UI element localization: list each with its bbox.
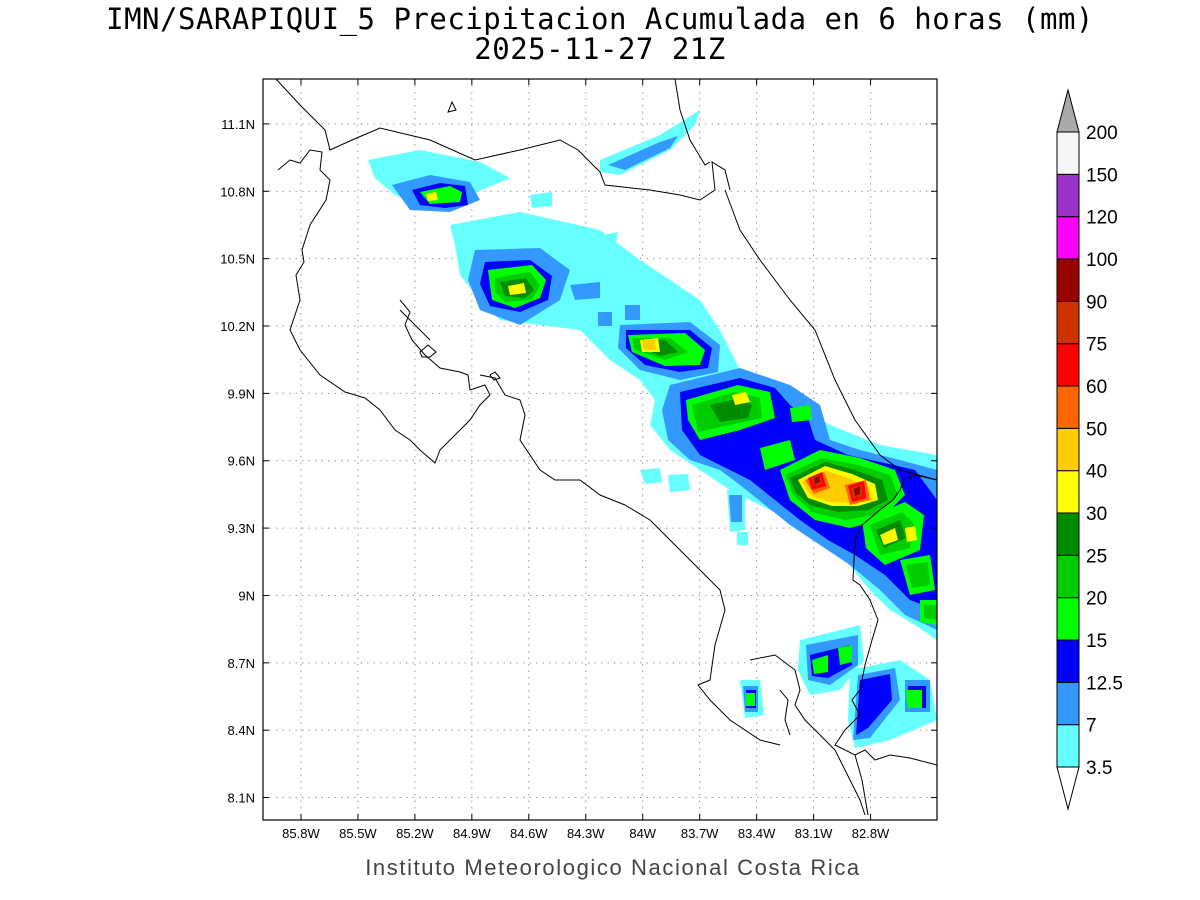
x-tick-label: 84.3W xyxy=(567,826,605,841)
x-tick-label: 84.6W xyxy=(510,826,548,841)
colorbar-swatch xyxy=(1056,724,1080,768)
colorbar-label: 75 xyxy=(1086,335,1107,356)
y-tick-label: 11.1N xyxy=(221,117,255,132)
precipitation-field xyxy=(368,110,937,748)
colorbar-label: 7 xyxy=(1086,716,1097,737)
coastline-borders xyxy=(275,79,937,816)
colorbar-swatch xyxy=(1056,216,1080,260)
y-tick-label: 9.9N xyxy=(228,386,255,401)
x-tick-label: 83.1W xyxy=(795,826,833,841)
colorbar-label: 3.5 xyxy=(1086,758,1112,779)
colorbar-label: 25 xyxy=(1086,546,1107,567)
colorbar-swatch xyxy=(1056,597,1080,641)
colorbar-swatch xyxy=(1056,131,1080,175)
colorbar-max-arrow xyxy=(1056,88,1080,133)
map-frame xyxy=(262,78,938,821)
footer-credit: Instituto Meteorologico Nacional Costa R… xyxy=(365,855,861,880)
longitude-labels: 85.8W 85.5W 85.2W 84.9W 84.6W 84.3W 84W 83.7W 83… xyxy=(282,826,890,841)
colorbar-swatch xyxy=(1056,258,1080,302)
x-tick-label: 83.4W xyxy=(738,826,776,841)
colorbar-label: 50 xyxy=(1086,419,1107,440)
x-tick-label: 82.8W xyxy=(852,826,890,841)
y-tick-label: 9N xyxy=(238,588,255,603)
colorbar-swatch xyxy=(1056,554,1080,599)
y-tick-label: 10.5N xyxy=(220,252,255,267)
y-tick-label: 9.6N xyxy=(228,454,255,469)
colorbar-label: 100 xyxy=(1086,250,1118,271)
y-tick-label: 9.3N xyxy=(228,521,255,536)
latitude-labels: 11.1N 10.8N 10.5N 10.2N 9.9N 9.6N 9.3N 9N 8.7N 8.… xyxy=(220,117,255,806)
colorbar-min-arrow xyxy=(1056,766,1080,811)
axis-ticks xyxy=(263,79,937,820)
colorbar-swatch xyxy=(1056,470,1080,514)
map-title: IMN/SARAPIQUI_5 Precipitacion Acumulada … xyxy=(106,2,1094,36)
colorbar-label: 20 xyxy=(1086,589,1107,610)
colorbar-label: 30 xyxy=(1086,504,1107,525)
colorbar-label: 40 xyxy=(1086,462,1107,483)
colorbar-label: 60 xyxy=(1086,377,1107,398)
x-tick-label: 85.2W xyxy=(396,826,434,841)
colorbar-label: 12.5 xyxy=(1086,673,1123,694)
colorbar-swatch xyxy=(1056,512,1080,556)
x-tick-label: 84W xyxy=(629,826,656,841)
colorbar-swatch xyxy=(1056,343,1080,387)
colorbar-swatch xyxy=(1056,173,1080,218)
colorbar-label: 90 xyxy=(1086,292,1107,313)
x-tick-label: 85.5W xyxy=(339,826,377,841)
x-tick-label: 83.7W xyxy=(681,826,719,841)
colorbar-label: 200 xyxy=(1086,123,1118,144)
colorbar-swatch xyxy=(1056,427,1080,472)
x-tick-label: 85.8W xyxy=(282,826,320,841)
x-tick-label: 84.9W xyxy=(453,826,491,841)
y-tick-label: 8.7N xyxy=(228,656,255,671)
colorbar-swatch xyxy=(1056,681,1080,726)
colorbar-swatch xyxy=(1056,385,1080,429)
colorbar-label: 15 xyxy=(1086,631,1107,652)
map-subtitle-date: 2025-11-27 21Z xyxy=(474,32,726,66)
y-tick-label: 10.2N xyxy=(220,319,255,334)
colorbar-swatch xyxy=(1056,639,1080,683)
colorbar-label: 120 xyxy=(1086,208,1118,229)
y-tick-label: 8.4N xyxy=(228,723,255,738)
colorbar-label: 150 xyxy=(1086,165,1118,186)
colorbar: 3.5 7 12.5 15 20 25 30 40 50 60 75 90 100 120 150 200 xyxy=(1056,88,1123,811)
colorbar-swatch xyxy=(1056,300,1080,345)
y-tick-label: 8.1N xyxy=(228,791,255,806)
y-tick-label: 10.8N xyxy=(220,184,255,199)
